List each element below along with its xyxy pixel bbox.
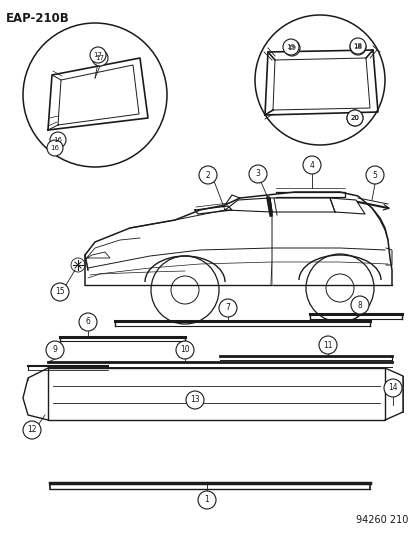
Circle shape — [90, 47, 106, 63]
Text: 19: 19 — [287, 45, 296, 51]
Circle shape — [51, 283, 69, 301]
Text: 2: 2 — [205, 171, 210, 180]
Circle shape — [318, 336, 336, 354]
Text: 18: 18 — [353, 44, 362, 50]
Circle shape — [199, 166, 216, 184]
Text: 4: 4 — [309, 160, 314, 169]
Text: 7: 7 — [225, 303, 230, 312]
Circle shape — [185, 391, 204, 409]
Circle shape — [23, 421, 41, 439]
Text: 94260 210: 94260 210 — [355, 515, 407, 525]
Circle shape — [350, 296, 368, 314]
Text: 14: 14 — [387, 384, 397, 392]
Text: 5: 5 — [372, 171, 377, 180]
Circle shape — [282, 39, 298, 55]
Text: 11: 11 — [323, 341, 332, 350]
Text: 16: 16 — [50, 145, 59, 151]
Circle shape — [346, 110, 362, 126]
Text: 1: 1 — [204, 496, 209, 505]
Text: 20: 20 — [350, 115, 358, 121]
Text: EAP-210B: EAP-210B — [6, 12, 69, 25]
Text: 17: 17 — [95, 55, 104, 61]
Text: 12: 12 — [27, 425, 37, 434]
Text: 8: 8 — [357, 301, 361, 310]
Circle shape — [383, 379, 401, 397]
Bar — [48, 368, 384, 420]
Text: 3: 3 — [255, 169, 260, 179]
Text: 13: 13 — [190, 395, 199, 405]
Circle shape — [92, 50, 108, 66]
Text: 19: 19 — [286, 44, 295, 50]
Text: 9: 9 — [52, 345, 57, 354]
Circle shape — [346, 110, 362, 126]
Circle shape — [349, 38, 365, 54]
Text: 15: 15 — [55, 287, 65, 296]
Circle shape — [349, 39, 365, 55]
Circle shape — [47, 140, 63, 156]
Text: 6: 6 — [85, 318, 90, 327]
Text: 10: 10 — [180, 345, 189, 354]
Circle shape — [79, 313, 97, 331]
Circle shape — [283, 40, 299, 56]
Text: 16: 16 — [53, 137, 62, 143]
Circle shape — [176, 341, 194, 359]
Circle shape — [197, 491, 216, 509]
Text: 17: 17 — [93, 52, 102, 58]
Circle shape — [365, 166, 383, 184]
Circle shape — [248, 165, 266, 183]
Circle shape — [218, 299, 236, 317]
Circle shape — [46, 341, 64, 359]
Circle shape — [302, 156, 320, 174]
Text: 18: 18 — [353, 43, 362, 49]
Text: 20: 20 — [350, 115, 358, 121]
Circle shape — [50, 132, 66, 148]
